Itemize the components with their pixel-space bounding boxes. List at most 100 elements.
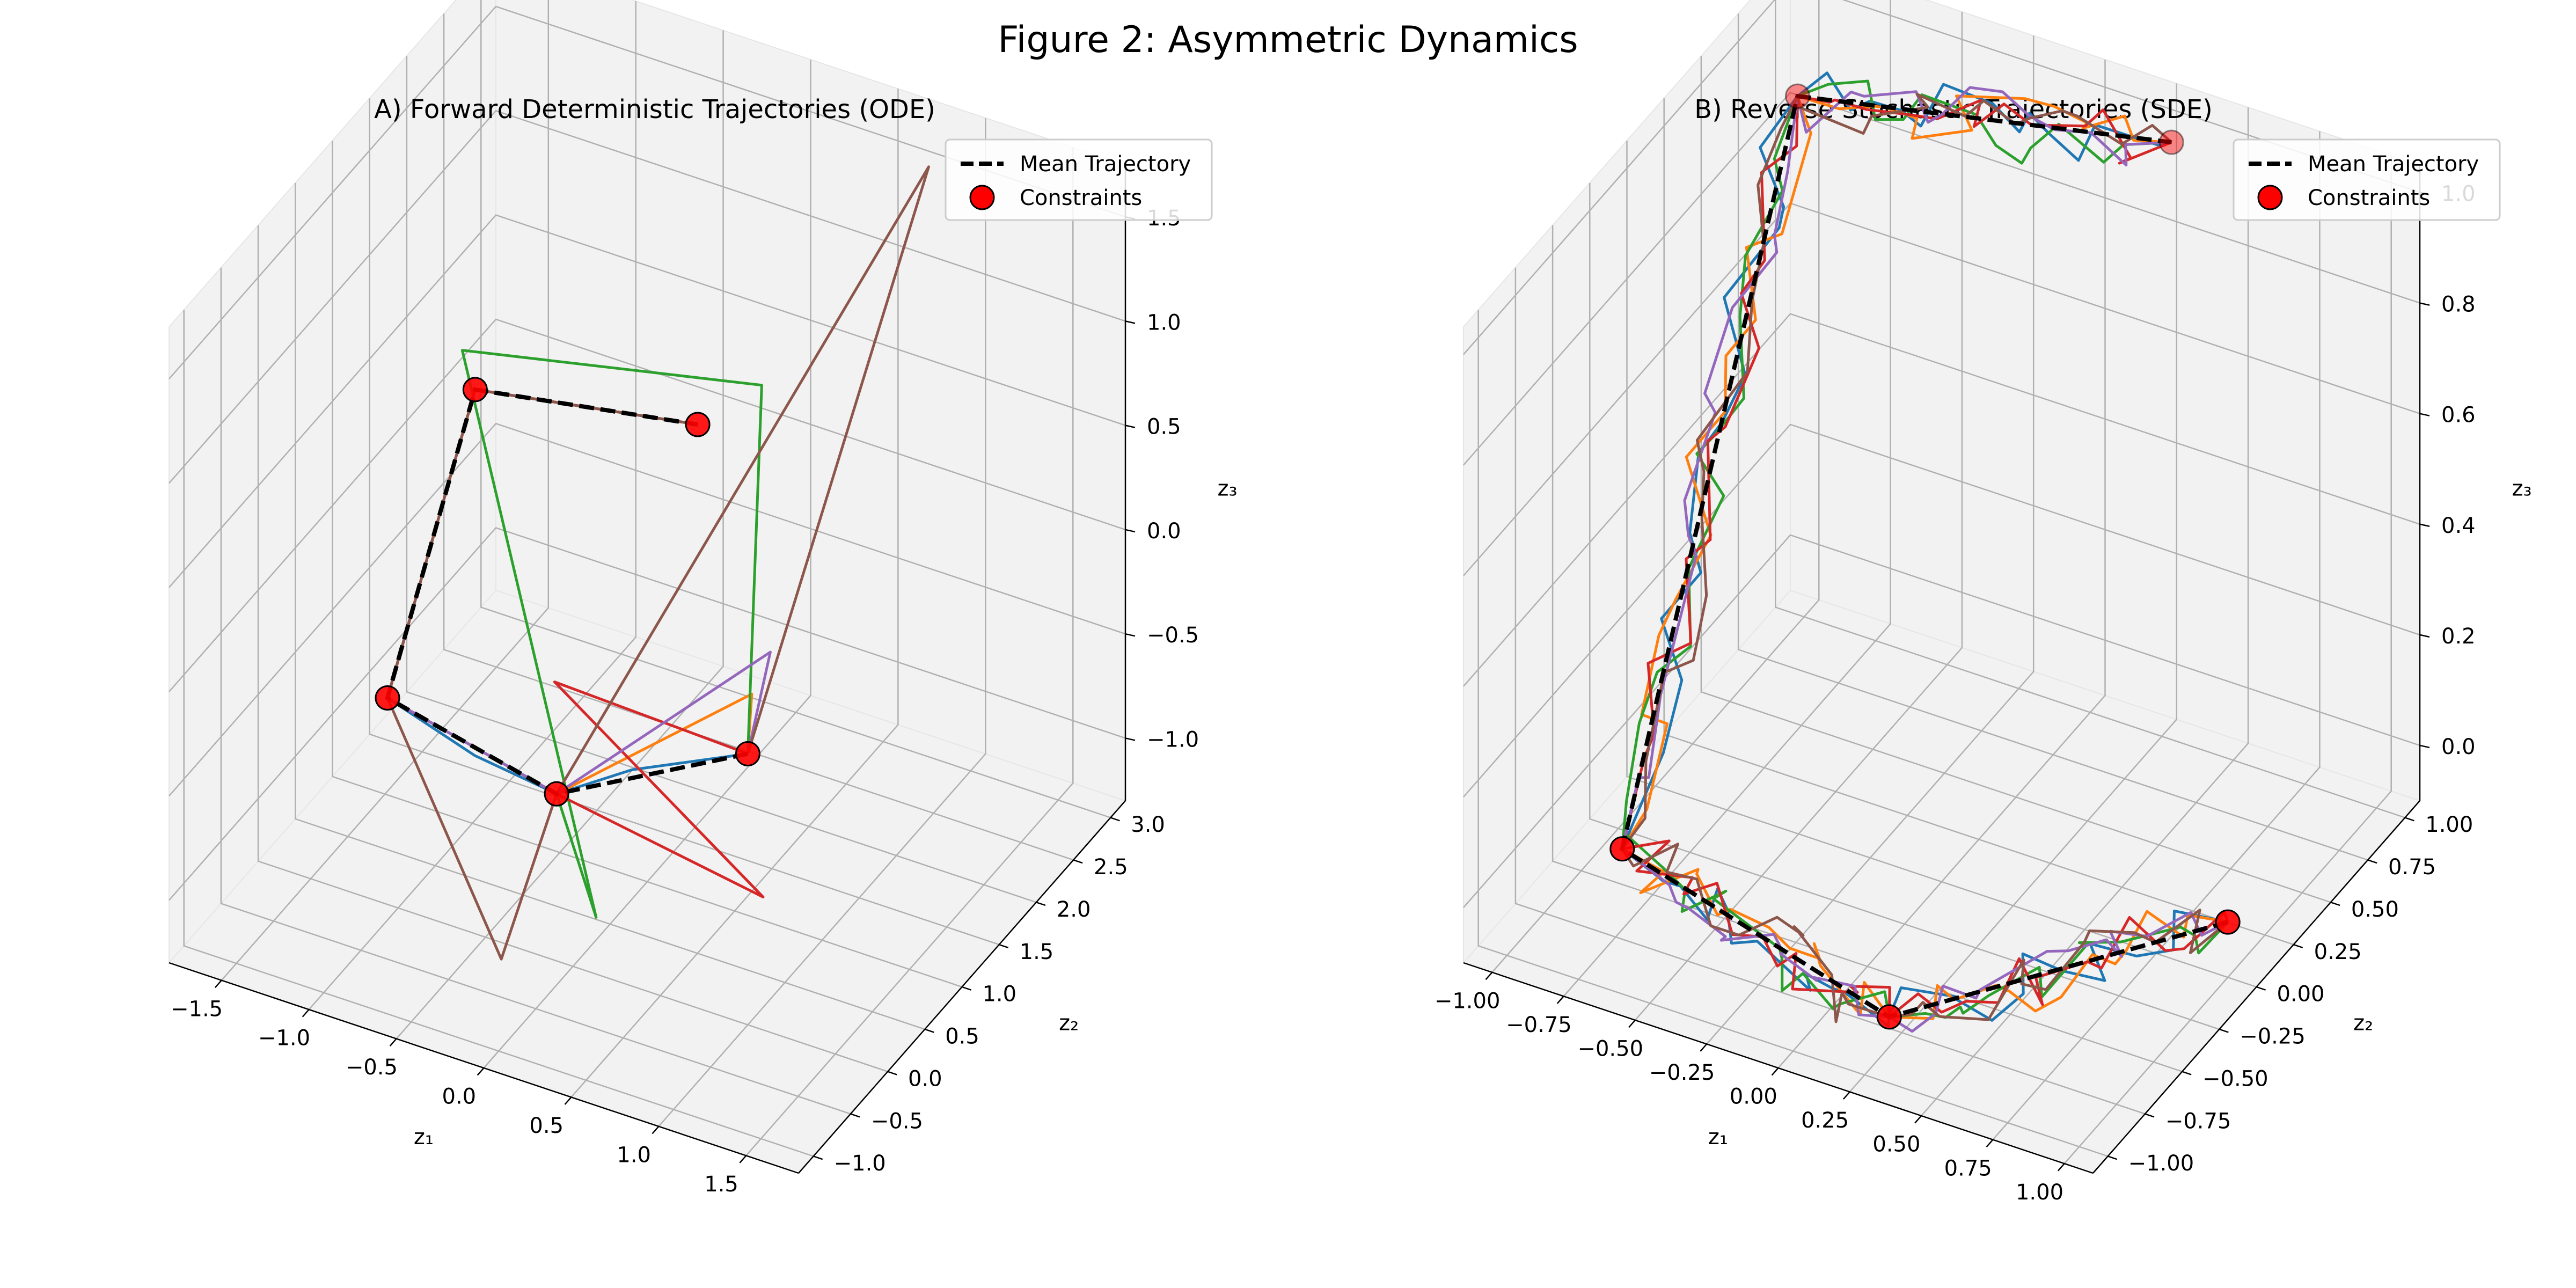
x-gridline bbox=[396, 30, 724, 1040]
x-tick bbox=[1700, 1043, 1708, 1052]
z-gridline bbox=[169, 5, 1126, 379]
z-gridline bbox=[169, 422, 1126, 797]
z-tick bbox=[2419, 302, 2430, 306]
y-gridline bbox=[443, 13, 1074, 861]
y-gridline bbox=[480, 0, 1111, 818]
constraint-marker bbox=[2158, 129, 2184, 155]
y-gridline bbox=[1589, 182, 2220, 1030]
constraint-marker bbox=[375, 685, 400, 711]
x-gridline bbox=[1849, 83, 2178, 1093]
x-gridline bbox=[221, 0, 550, 981]
x-tick bbox=[477, 1067, 485, 1076]
z-gridline bbox=[1463, 423, 2420, 797]
y-tick-label: 0.00 bbox=[2277, 982, 2324, 1007]
y-tick bbox=[2293, 943, 2303, 949]
z-tick-label: −0.5 bbox=[1147, 623, 1199, 648]
x-gridline bbox=[658, 118, 986, 1127]
z-tick-label: 0.2 bbox=[2441, 624, 2476, 649]
z-tick bbox=[1125, 320, 1136, 324]
x-tick-label: −1.00 bbox=[1435, 989, 1501, 1013]
y-tick-label: −0.75 bbox=[2165, 1109, 2231, 1133]
y-tick-label: 3.0 bbox=[1131, 813, 1165, 837]
y-axis-label: z₂ bbox=[1059, 1011, 1079, 1036]
z-tick-label: 0.4 bbox=[2441, 514, 2476, 538]
x-tick-label: 0.25 bbox=[1801, 1108, 1849, 1133]
constraint-marker bbox=[1609, 836, 1635, 862]
z-tick bbox=[2419, 744, 2430, 749]
y-gridline bbox=[1626, 141, 2257, 988]
z-tick bbox=[2419, 634, 2430, 638]
y-tick bbox=[887, 1071, 897, 1075]
x-tick-label: 1.5 bbox=[704, 1172, 738, 1197]
x-gridline bbox=[483, 60, 811, 1069]
legend bbox=[945, 138, 1213, 221]
x-tick-label: 0.0 bbox=[442, 1085, 477, 1109]
z-tick bbox=[1125, 633, 1136, 637]
y-tick bbox=[2107, 1155, 2118, 1160]
x-gridline bbox=[1634, 11, 1963, 1021]
x-tick-label: −0.5 bbox=[346, 1055, 398, 1080]
y-gridline bbox=[1700, 56, 2331, 903]
x-tick-label: 1.0 bbox=[617, 1143, 651, 1168]
x-tick-label: −1.0 bbox=[258, 1026, 310, 1051]
y-gridline bbox=[332, 141, 962, 988]
x-tick bbox=[652, 1126, 660, 1135]
z-tick-label: 1.0 bbox=[1147, 310, 1181, 335]
z-gridline bbox=[1463, 534, 2420, 908]
z-gridline bbox=[169, 109, 1126, 484]
z-gridline bbox=[1463, 0, 2420, 355]
x-tick-label: 0.5 bbox=[529, 1114, 564, 1138]
x-tick bbox=[302, 1009, 310, 1018]
x-tick-label: −1.5 bbox=[171, 997, 223, 1021]
legend-constraint-label: Constraints bbox=[1020, 186, 1142, 210]
x-axis-label: z₁ bbox=[414, 1125, 434, 1150]
y-tick bbox=[962, 986, 971, 991]
y-tick-label: 2.0 bbox=[1057, 897, 1091, 922]
z-tick-label: 0.0 bbox=[1147, 519, 1181, 544]
x-gridline bbox=[308, 1, 636, 1010]
panel-a-ode: −1.5−1.0−0.50.00.51.01.5−1.0−0.50.00.51.… bbox=[168, 0, 1238, 1197]
y-tick bbox=[2182, 1071, 2192, 1075]
y-tick bbox=[924, 1028, 934, 1033]
y-gridline bbox=[1477, 310, 2109, 1157]
y-gridline bbox=[406, 56, 1037, 903]
z-tick-label: 0.5 bbox=[1147, 415, 1181, 440]
y-tick bbox=[2145, 1113, 2155, 1118]
x-tick bbox=[1556, 996, 1564, 1004]
z-tick bbox=[2419, 523, 2430, 528]
x-tick bbox=[214, 979, 222, 989]
y-tick-label: −1.00 bbox=[2128, 1151, 2194, 1176]
x-tick-label: 1.00 bbox=[2016, 1180, 2063, 1205]
y-tick bbox=[813, 1155, 823, 1160]
y-tick bbox=[2330, 902, 2340, 906]
x-tick bbox=[564, 1096, 572, 1105]
x-gridline bbox=[1777, 60, 2106, 1069]
y-tick bbox=[2367, 859, 2377, 864]
y-tick bbox=[2219, 1028, 2229, 1033]
y-tick-label: 1.5 bbox=[1020, 940, 1054, 964]
y-tick bbox=[999, 943, 1009, 949]
x-tick bbox=[1914, 1115, 1922, 1124]
x-tick bbox=[1986, 1139, 1994, 1147]
x-tick-label: −0.75 bbox=[1506, 1013, 1572, 1037]
constraint-marker bbox=[735, 741, 760, 767]
z-tick bbox=[1125, 737, 1136, 741]
x-tick bbox=[1771, 1067, 1779, 1076]
legend-mean-label: Mean Trajectory bbox=[2308, 152, 2479, 177]
x-tick bbox=[2057, 1163, 2065, 1172]
z-gridline bbox=[169, 214, 1126, 588]
y-tick bbox=[2256, 986, 2266, 991]
y-gridline bbox=[1514, 267, 2146, 1115]
y-gridline bbox=[220, 267, 851, 1115]
z-tick-label: 0.8 bbox=[2441, 292, 2476, 317]
y-gridline bbox=[295, 182, 925, 1030]
z-gridline bbox=[1463, 313, 2420, 687]
z-tick bbox=[2419, 413, 2430, 416]
legend bbox=[2233, 138, 2501, 221]
y-tick bbox=[1036, 902, 1046, 906]
y-tick bbox=[1073, 859, 1083, 864]
y-tick-label: 0.75 bbox=[2388, 855, 2436, 880]
legend-mean-label: Mean Trajectory bbox=[1020, 152, 1191, 177]
z-axis-label: z₃ bbox=[2512, 477, 2531, 501]
